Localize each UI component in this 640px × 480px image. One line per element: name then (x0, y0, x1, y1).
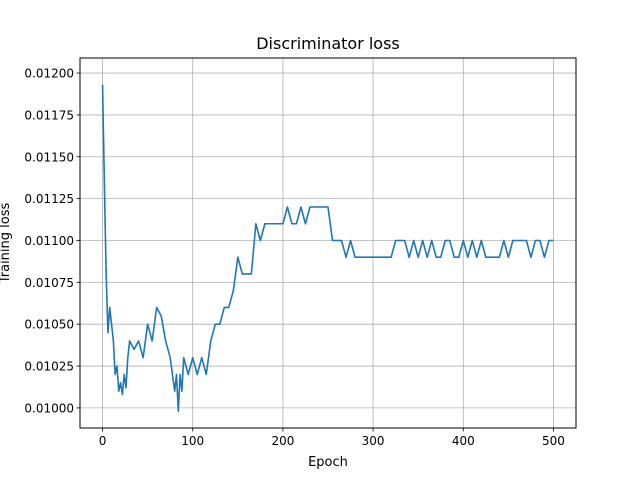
y-tick-label: 0.01150 (24, 150, 74, 164)
series-layer (101, 84, 554, 413)
x-tick-label: 500 (542, 434, 565, 448)
y-tick-label: 0.01050 (24, 318, 74, 332)
x-axis-label: Epoch (308, 455, 348, 470)
y-tick-label: 0.01000 (24, 401, 74, 415)
tick-layer: 0 100 200 300 400 500 0.01000 0.01025 0.01050 0.0… (24, 67, 565, 448)
y-tick-label: 0.01100 (24, 234, 74, 248)
chart-title: Discriminator loss (256, 34, 400, 53)
x-tick-label: 200 (271, 434, 294, 448)
y-tick-label: 0.01200 (24, 67, 74, 81)
x-tick-label: 400 (452, 434, 475, 448)
loss-series-line (101, 84, 554, 413)
y-axis-label: Training loss (0, 203, 13, 285)
x-tick-label: 100 (181, 434, 204, 448)
y-tick-label: 0.01075 (24, 276, 74, 290)
y-tick-label: 0.01125 (24, 192, 74, 206)
y-tick-label: 0.01025 (24, 360, 74, 374)
x-tick-label: 0 (99, 434, 107, 448)
plot-frame (79, 57, 577, 429)
y-tick-label: 0.01175 (24, 108, 74, 122)
x-tick-label: 300 (362, 434, 385, 448)
